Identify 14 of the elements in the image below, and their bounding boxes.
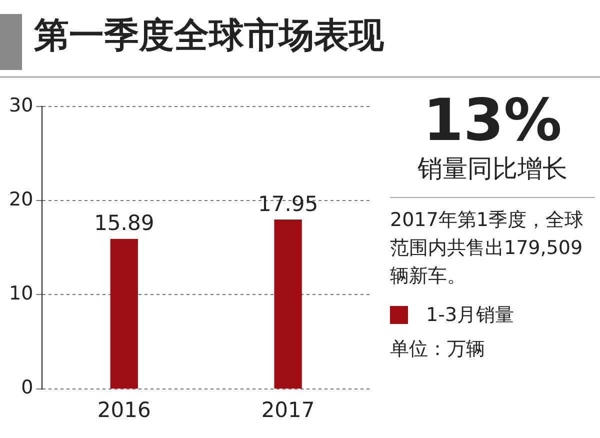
- y-tick-label: 10: [8, 282, 34, 305]
- legend-label: 1-3月销量: [426, 303, 514, 328]
- chart-title: 第一季度全球市场表现: [34, 15, 384, 58]
- text: 销量同比增长: [416, 153, 568, 185]
- text: 13%: [422, 86, 563, 154]
- x-tick-label: 2016: [97, 398, 151, 422]
- y-tick-label: 30: [8, 94, 34, 116]
- text: 单位：万辆: [390, 337, 486, 362]
- text: 2017年第1季度，全球范围内共售出179,509辆新车。: [390, 197, 595, 290]
- data-label: 15.89: [94, 211, 154, 236]
- data-label: 17.95: [258, 192, 318, 216]
- y-tick-label: 20: [8, 188, 34, 210]
- x-tick-label: 2017: [261, 398, 315, 422]
- y-tick-label: 0: [21, 376, 34, 399]
